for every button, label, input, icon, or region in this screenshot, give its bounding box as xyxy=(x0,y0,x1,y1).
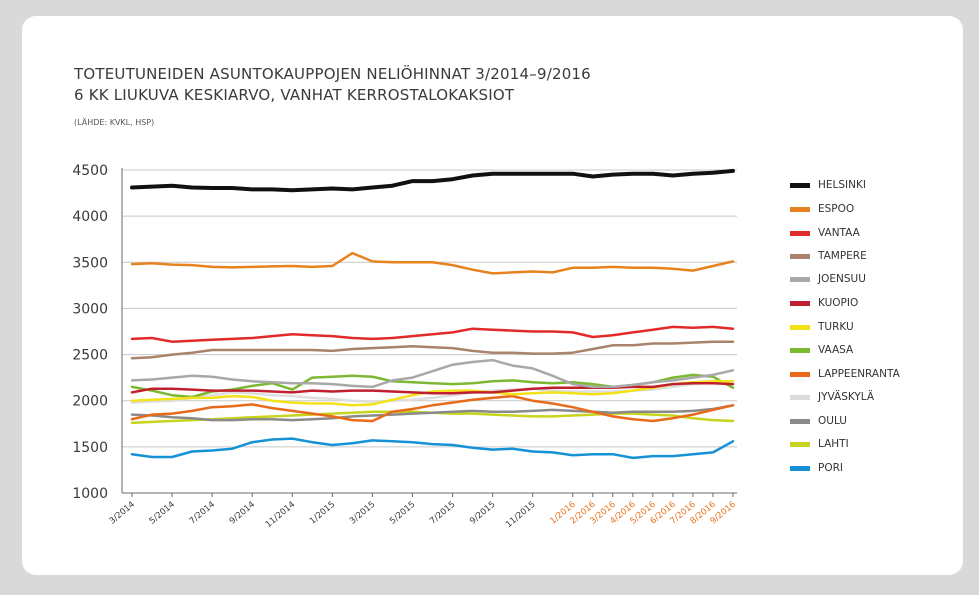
x-tick-label: 11/2014 xyxy=(264,500,297,530)
series-line-joensuu xyxy=(130,358,735,389)
series-line-lappeenranta xyxy=(130,394,735,423)
legend-swatch xyxy=(790,442,810,447)
chart-subtitle: 6 KK LIUKUVA KESKIARVO, VANHAT KERROSTAL… xyxy=(74,86,515,104)
y-tick-label: 3000 xyxy=(72,301,108,317)
series-line-turku xyxy=(130,380,735,407)
legend-label: JOENSUU xyxy=(818,273,866,285)
x-tick-label: 3/2015 xyxy=(348,500,377,527)
legend-swatch xyxy=(790,418,810,424)
y-tick-label: 1000 xyxy=(72,486,108,502)
series-line-vantaa xyxy=(130,325,735,343)
legend-label: LAHTI xyxy=(818,438,849,450)
x-tick-label: 1/2015 xyxy=(308,500,337,527)
x-tick-label: 5/2014 xyxy=(148,500,177,527)
legend-swatch xyxy=(790,183,810,188)
legend-swatch xyxy=(790,324,810,330)
legend-label: JYVÄSKYLÄ xyxy=(818,391,875,403)
legend-label: VAASA xyxy=(818,344,854,356)
legend-label: PORI xyxy=(818,461,843,474)
legend-label: ESPOO xyxy=(818,203,855,215)
chart-card xyxy=(22,16,963,575)
series-line-oulu xyxy=(130,404,735,422)
legend-swatch xyxy=(790,207,810,212)
legend-label: TURKU xyxy=(818,320,854,333)
legend-label: KUOPIO xyxy=(818,297,859,309)
legend-label: OULU xyxy=(818,414,847,427)
legend-label: LAPPEENRANTA xyxy=(818,367,900,380)
legend-swatch xyxy=(790,348,810,353)
y-tick-label: 3500 xyxy=(72,255,108,271)
legend-label: TAMPERE xyxy=(818,250,867,262)
x-tick-label: 3/2014 xyxy=(108,500,137,527)
chart-title-block: TOTEUTUNEIDEN ASUNTOKAUPPOJEN NELIÖHINNA… xyxy=(74,64,591,106)
x-tick-label: 9/2014 xyxy=(228,500,257,527)
legend-swatch xyxy=(790,230,810,236)
legend-swatch xyxy=(790,465,810,471)
x-tick-label: 5/2015 xyxy=(388,500,417,527)
series-line-pori xyxy=(130,437,735,460)
series-line-espoo xyxy=(130,251,735,275)
legend-swatch xyxy=(790,301,810,306)
series-line-kuopio xyxy=(130,381,735,395)
chart-source: (LÄHDE: KVKL, HSP) xyxy=(74,118,155,127)
legend-label: VANTAA xyxy=(818,226,860,239)
legend-swatch xyxy=(790,254,810,259)
y-tick-label: 1500 xyxy=(72,440,108,456)
legend-label: HELSINKI xyxy=(818,179,866,191)
x-tick-label: 11/2015 xyxy=(504,500,537,530)
x-tick-label: 7/2015 xyxy=(428,500,457,527)
y-tick-label: 2500 xyxy=(72,348,108,364)
chart-title: TOTEUTUNEIDEN ASUNTOKAUPPOJEN NELIÖHINNA… xyxy=(74,65,591,83)
series-line-helsinki xyxy=(130,168,735,193)
legend-swatch xyxy=(790,395,810,400)
legend-swatch xyxy=(790,277,810,282)
x-tick-label: 7/2014 xyxy=(188,500,217,527)
y-tick-label: 2000 xyxy=(72,394,108,410)
series-line-tampere xyxy=(130,340,735,360)
y-tick-label: 4000 xyxy=(72,209,108,225)
legend-swatch xyxy=(790,371,810,377)
x-tick-label: 9/2015 xyxy=(468,500,497,527)
y-tick-label: 4500 xyxy=(72,163,108,179)
